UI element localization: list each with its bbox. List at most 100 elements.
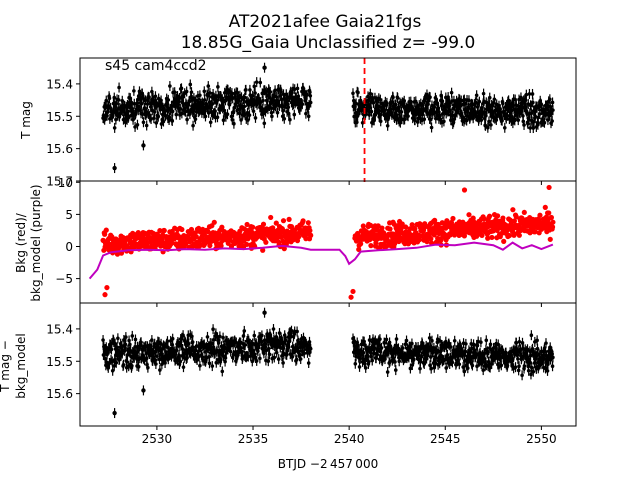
data-point — [262, 351, 266, 356]
data-point — [116, 98, 121, 102]
data-point — [211, 327, 215, 331]
data-point — [510, 114, 514, 119]
data-point — [486, 125, 490, 130]
data-point — [429, 125, 434, 130]
data-point — [492, 97, 497, 102]
data-point — [486, 351, 490, 356]
data-point — [202, 89, 207, 94]
data-point — [530, 92, 535, 96]
outlier-point — [104, 284, 110, 291]
data-point — [154, 362, 158, 366]
data-point — [282, 116, 287, 121]
panel-tmag: 15.4 15.5 15.6 15.7 s45 cam4ccd2 T mag — [19, 57, 577, 189]
data-point — [436, 106, 441, 110]
data-point — [476, 339, 480, 344]
data-point — [466, 105, 471, 110]
y-tick-label: 15.4 — [46, 77, 73, 91]
data-point — [505, 113, 510, 118]
data-point — [235, 90, 240, 95]
data-point — [385, 370, 390, 374]
bkg-point — [280, 218, 287, 224]
tmag-series — [101, 62, 555, 174]
bkg-point — [547, 236, 553, 242]
data-point — [263, 109, 268, 114]
data-point — [369, 109, 374, 114]
outlier-point — [102, 292, 108, 298]
data-point — [156, 114, 161, 119]
data-point — [147, 95, 151, 99]
data-point — [189, 90, 194, 94]
bkg-point — [244, 221, 250, 228]
data-point — [221, 335, 225, 340]
data-point — [125, 103, 130, 107]
data-point — [104, 98, 109, 103]
data-point — [252, 84, 257, 89]
data-point — [168, 84, 172, 88]
data-point — [382, 341, 387, 345]
bkg-point — [550, 219, 556, 225]
data-point — [379, 346, 384, 350]
data-point — [225, 112, 230, 116]
data-point — [260, 333, 264, 338]
data-point — [191, 108, 196, 113]
data-point — [112, 364, 117, 368]
data-point — [208, 120, 213, 125]
data-point — [527, 92, 532, 96]
data-point — [438, 339, 442, 343]
data-point — [444, 366, 449, 370]
data-point — [429, 355, 433, 359]
data-point — [399, 110, 404, 114]
data-point — [181, 333, 185, 337]
bkg-point — [432, 217, 438, 223]
bkg-point — [431, 232, 437, 238]
data-point — [361, 350, 366, 355]
data-point — [430, 338, 434, 343]
data-point — [124, 335, 128, 339]
data-point — [184, 89, 189, 94]
data-point — [139, 340, 143, 345]
data-point — [152, 341, 157, 346]
data-point — [355, 114, 360, 118]
bkg-y-ticks: −5 0 5 10 — [55, 176, 80, 286]
data-point — [531, 100, 535, 105]
data-point — [360, 120, 365, 125]
data-point — [246, 118, 250, 122]
data-point — [481, 368, 486, 372]
data-point — [419, 354, 424, 359]
data-point — [428, 95, 432, 100]
data-point — [288, 117, 292, 122]
data-point — [402, 99, 407, 103]
bkg-model-line — [88, 241, 554, 280]
data-point — [270, 99, 275, 104]
data-point — [135, 122, 140, 127]
data-point — [212, 338, 216, 342]
tmag-y-ticks: 15.4 15.5 15.6 15.7 — [46, 77, 80, 189]
bkg-point — [183, 240, 189, 247]
data-point — [230, 117, 235, 122]
data-point — [286, 111, 291, 116]
data-point — [308, 93, 313, 98]
bkg-point — [188, 226, 195, 233]
data-point — [413, 99, 418, 104]
bkg-ylabel-line2: bkg_model (purple) — [29, 184, 43, 301]
data-point — [292, 87, 297, 92]
y-tick-label: 0 — [65, 240, 73, 254]
data-point — [413, 118, 417, 122]
data-point — [129, 100, 134, 105]
data-point — [356, 90, 360, 95]
bkg-point — [307, 227, 313, 234]
data-point — [406, 114, 410, 118]
bkg-point — [196, 225, 202, 232]
data-point — [447, 362, 452, 366]
outlier-point — [262, 65, 267, 70]
bkg-point — [466, 212, 472, 218]
data-point — [243, 343, 247, 347]
data-point — [112, 95, 117, 100]
data-point — [205, 335, 210, 339]
bkg-point — [305, 220, 311, 226]
data-point — [474, 93, 479, 98]
data-point — [373, 338, 378, 343]
data-point — [206, 84, 211, 88]
data-point — [410, 341, 414, 346]
data-point — [216, 85, 220, 89]
